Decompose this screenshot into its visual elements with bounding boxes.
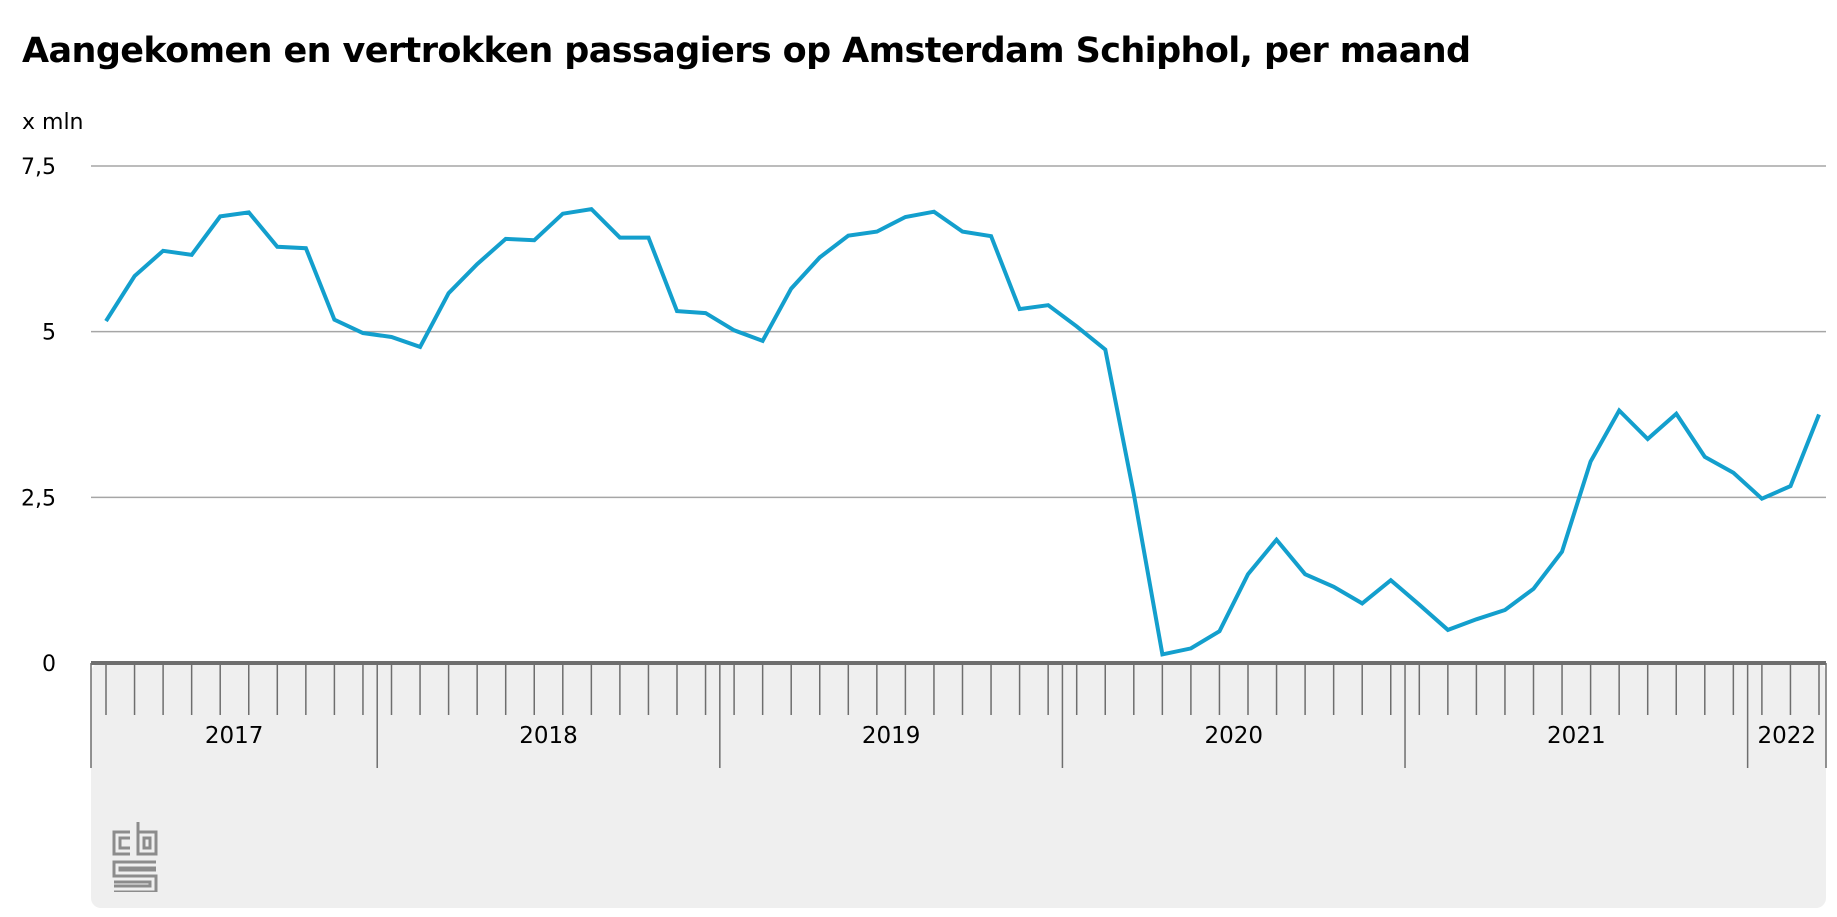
x-tick-label-year: 2022	[1758, 723, 1817, 749]
gridlines	[91, 165, 1826, 499]
cbs-logo-icon	[112, 822, 158, 892]
x-tick-label-year: 2018	[519, 723, 578, 749]
chart-title: Aangekomen en vertrokken passagiers op A…	[22, 31, 1471, 71]
x-axis: 2017 2018 2019 2020 2021 2022	[90, 661, 1827, 768]
y-tick-labels: 0 2,5 5 7,5	[21, 155, 56, 677]
y-tick-label: 7,5	[21, 155, 56, 180]
x-tick-label-year: 2020	[1204, 723, 1263, 749]
series-line	[104, 206, 1821, 657]
y-tick-label: 2,5	[21, 486, 56, 511]
y-tick-label: 5	[42, 321, 56, 346]
x-axis-band	[91, 663, 1826, 908]
x-tick-label-year: 2019	[862, 723, 921, 749]
x-tick-label-year: 2017	[205, 723, 264, 749]
y-axis-unit-label: x mln	[22, 110, 84, 135]
x-tick-label-year: 2021	[1547, 723, 1606, 749]
y-tick-label: 0	[42, 652, 56, 677]
